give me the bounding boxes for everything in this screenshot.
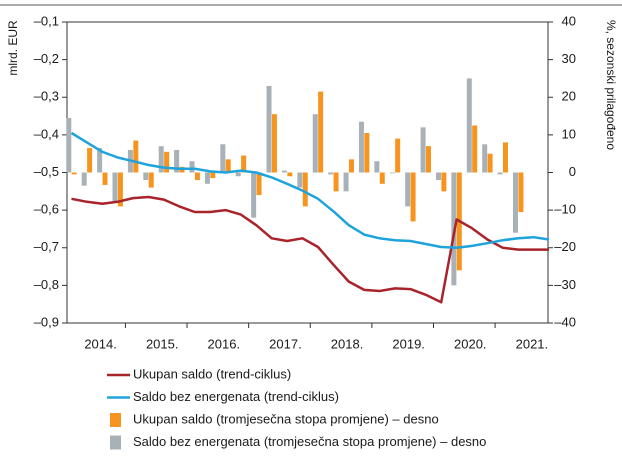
- y-tick-label: –0,8: [34, 277, 59, 292]
- x-tick-label: 2016.: [208, 336, 241, 351]
- bar: [266, 85, 272, 173]
- bar: [210, 172, 216, 179]
- bar: [512, 172, 518, 233]
- bar: [81, 172, 87, 186]
- bar: [395, 138, 401, 173]
- bar: [425, 146, 431, 173]
- bar: [518, 172, 524, 213]
- y2-tick-label: 40: [562, 13, 576, 28]
- y-tick-label: –0,6: [34, 202, 59, 217]
- legend-label: Saldo bez energenata (trend-ciklus): [133, 389, 339, 404]
- y2-tick-label: –20: [554, 239, 576, 254]
- legend-label: Ukupan saldo (trend-ciklus): [133, 366, 291, 381]
- x-tick-label: 2017.: [269, 336, 302, 351]
- bar: [379, 172, 385, 184]
- bar: [364, 132, 370, 173]
- y-tick-label: –0,9: [34, 314, 59, 329]
- y2-axis-label: %, sezonski prilagođeno: [604, 20, 618, 150]
- bar: [251, 172, 257, 218]
- bar: [318, 91, 324, 173]
- bar: [502, 142, 508, 173]
- y-tick-label: –0,4: [34, 126, 59, 141]
- y2-tick-label: 0: [569, 164, 576, 179]
- bar: [333, 172, 339, 192]
- bar: [482, 144, 488, 173]
- bar: [441, 172, 447, 192]
- bar: [204, 172, 210, 184]
- bar: [281, 170, 287, 173]
- bar: [472, 125, 478, 173]
- bar: [241, 155, 247, 173]
- bar: [287, 172, 293, 177]
- bar: [117, 172, 123, 207]
- bar: [164, 151, 170, 173]
- bar: [189, 161, 195, 173]
- y-axis-label: mlrd. EUR: [6, 20, 20, 76]
- bar: [194, 172, 200, 181]
- bar: [297, 172, 303, 188]
- bar: [348, 159, 354, 173]
- y2-tick-label: –10: [554, 202, 576, 217]
- x-tick-label: 2020.: [454, 336, 487, 351]
- y2-tick-label: –40: [554, 314, 576, 329]
- bar: [174, 149, 180, 173]
- line: [70, 131, 550, 250]
- bar: [235, 172, 241, 177]
- bar: [220, 144, 226, 173]
- bar: [497, 172, 503, 175]
- x-tick-label: 2015.: [146, 336, 179, 351]
- bar: [112, 172, 118, 203]
- legend-swatch: [110, 413, 121, 427]
- bar: [66, 117, 72, 173]
- bar: [343, 172, 349, 192]
- bar: [328, 172, 334, 175]
- x-tick-label: 2018.: [331, 336, 364, 351]
- bar: [312, 114, 318, 173]
- bar: [71, 172, 77, 175]
- y2-tick-label: 10: [562, 126, 576, 141]
- bar: [87, 148, 93, 173]
- y2-tick-label: 20: [562, 89, 576, 104]
- bar: [466, 78, 472, 173]
- bar: [435, 172, 441, 181]
- bar: [302, 172, 308, 207]
- bar: [256, 172, 262, 196]
- bar: [133, 140, 139, 173]
- bar: [389, 172, 395, 174]
- legend-label: Saldo bez energenata (tromjesečna stopa …: [133, 434, 486, 449]
- legend-swatch: [110, 435, 121, 450]
- bar: [97, 148, 103, 173]
- bar: [148, 172, 154, 188]
- bar: [102, 172, 108, 185]
- legend-label: Ukupan saldo (tromjesečna stopa promjene…: [133, 411, 439, 426]
- bar: [143, 172, 149, 181]
- bar: [358, 121, 364, 173]
- y2-tick-label: 30: [562, 51, 576, 66]
- bar: [410, 172, 416, 222]
- bar: [374, 161, 380, 173]
- bar: [487, 153, 493, 173]
- bar: [420, 127, 426, 173]
- y-tick-label: –0,1: [34, 13, 59, 28]
- x-tick-label: 2014.: [84, 336, 117, 351]
- y-tick-label: –0,7: [34, 239, 59, 254]
- bar: [405, 172, 411, 207]
- line: [71, 195, 549, 304]
- bar: [225, 159, 231, 173]
- bar: [158, 146, 164, 173]
- y-tick-label: –0,3: [34, 89, 59, 104]
- x-tick-label: 2021.: [516, 336, 549, 351]
- y-tick-label: –0,2: [34, 51, 59, 66]
- x-tick-label: 2019.: [392, 336, 425, 351]
- y2-tick-label: –30: [554, 277, 576, 292]
- bar: [271, 114, 277, 173]
- y-tick-label: –0,5: [34, 164, 59, 179]
